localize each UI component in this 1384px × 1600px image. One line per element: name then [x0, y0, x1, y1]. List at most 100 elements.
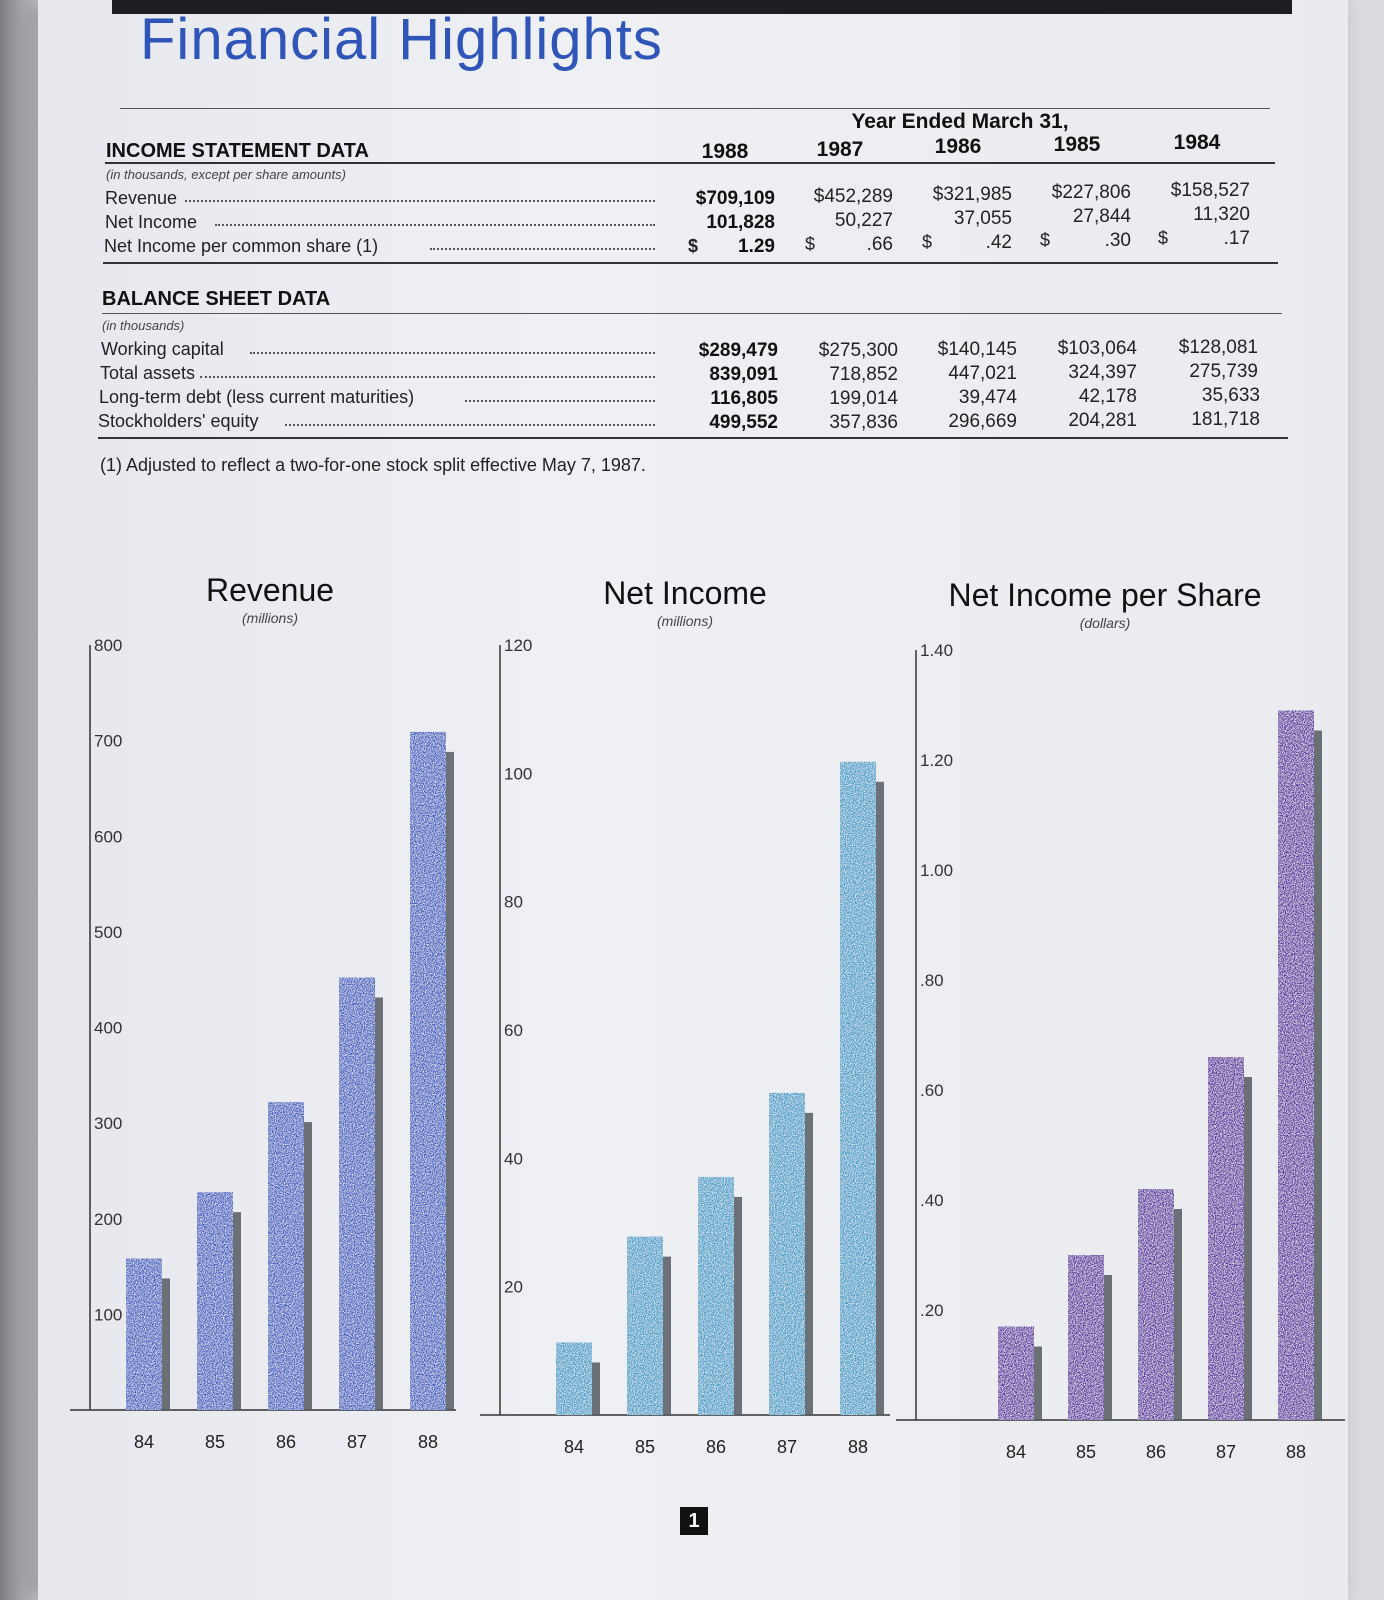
chart-unit-revenue: (millions) [242, 610, 298, 626]
balance-note: (in thousands) [102, 318, 185, 333]
working-capital-1987: $275,300 [818, 340, 898, 361]
currency-symbol: $ [1158, 228, 1169, 248]
currency-symbol: $ [688, 236, 699, 256]
per-share-y-tick-label: .40 [920, 1191, 944, 1210]
year-header-1984: 1984 [1173, 131, 1221, 154]
per-share-bar [1208, 1057, 1244, 1420]
stockholders-equity-1986: 296,669 [948, 411, 1017, 432]
leader-dots [185, 199, 655, 202]
long-term-debt-1987: 199,014 [829, 388, 898, 409]
total-assets-1988: 839,091 [709, 364, 778, 385]
revenue-1985: $227,806 [1051, 182, 1131, 203]
revenue-1987: $452,289 [813, 186, 893, 207]
revenue-y-tick-label: 100 [94, 1305, 122, 1324]
per-share-x-tick-label: 86 [1146, 1442, 1166, 1462]
net-income-bar [840, 761, 876, 1415]
stockholders-equity-1987: 357,836 [829, 412, 898, 433]
leader-dots [285, 423, 655, 426]
currency-symbol: $ [922, 232, 933, 252]
year-header-1987: 1987 [816, 138, 864, 161]
year-header-1988: 1988 [701, 140, 749, 163]
leader-dots [430, 247, 655, 250]
working-capital-1984: $128,081 [1178, 337, 1258, 358]
long-term-debt-1988: 116,805 [710, 388, 778, 409]
net-income-bar [627, 1236, 663, 1415]
per-share-x-tick-label: 85 [1076, 1442, 1096, 1462]
eps-1986: .42 [985, 232, 1012, 253]
revenue-bar [268, 1102, 304, 1410]
per-share-x-tick-label: 87 [1216, 1442, 1236, 1462]
per-share-bar [1278, 710, 1314, 1420]
row-label-stockholders-equity: Stockholders' equity [98, 411, 259, 431]
net-income-1984: 11,320 [1193, 204, 1250, 225]
revenue-1988: $709,109 [695, 188, 775, 209]
per-share-y-tick-label: .80 [920, 971, 944, 990]
stockholders-equity-1988: 499,552 [709, 412, 778, 433]
eps-1988: 1.29 [738, 236, 775, 257]
net-income-per-share-chart: .20 .40 .60 .80 1.00 1.20 1.40 84 85 86 87 88 [896, 641, 1345, 1462]
net-income-x-tick-label: 87 [777, 1437, 797, 1457]
revenue-x-tick-label: 84 [134, 1432, 154, 1452]
working-capital-1985: $103,064 [1057, 338, 1137, 359]
revenue-y-tick-label: 200 [94, 1210, 122, 1229]
income-heading: INCOME STATEMENT DATA [106, 140, 369, 162]
revenue-y-tick-label: 400 [94, 1019, 122, 1038]
revenue-x-tick-label: 86 [276, 1432, 296, 1452]
total-assets-1986: 447,021 [948, 363, 1017, 384]
chart-unit-net-income-per-share: (dollars) [1079, 615, 1131, 631]
net-income-y-tick-label: 120 [504, 636, 532, 655]
revenue-chart: 100 200 300 400 500 600 700 800 84 85 86 87 88 [70, 636, 456, 1452]
net-income-y-tick-label: 100 [504, 764, 532, 783]
income-bottom-rule [103, 262, 1278, 264]
per-share-y-tick-label: 1.40 [920, 641, 953, 660]
net-income-chart: 20 40 60 80 100 120 84 85 86 87 88 [480, 636, 890, 1457]
per-share-y-tick-label: .20 [920, 1301, 944, 1320]
revenue-bar [339, 977, 375, 1410]
revenue-y-tick-label: 300 [94, 1114, 122, 1133]
currency-symbol: $ [1040, 230, 1051, 250]
chart-title-revenue: Revenue [205, 572, 335, 608]
row-label-net-income: Net Income [105, 212, 198, 232]
revenue-y-tick-label: 500 [94, 923, 122, 942]
net-income-bar [769, 1092, 805, 1415]
eps-1984: .17 [1223, 228, 1250, 249]
report-page [38, 0, 1348, 1600]
revenue-1986: $321,985 [932, 184, 1012, 205]
footnote: (1) Adjusted to reflect a two-for-one st… [100, 455, 646, 475]
leader-dots [215, 223, 655, 226]
table-top-rule [120, 108, 1270, 109]
net-income-1985: 27,844 [1072, 206, 1131, 227]
revenue-bar [410, 731, 446, 1410]
row-label-working-capital: Working capital [101, 339, 224, 359]
per-share-y-tick-label: 1.00 [920, 861, 953, 880]
net-income-1986: 37,055 [953, 208, 1012, 229]
currency-symbol: $ [805, 234, 816, 254]
revenue-1984: $158,527 [1170, 180, 1250, 201]
net-income-y-tick-label: 40 [504, 1149, 523, 1168]
net-income-bar [556, 1342, 592, 1415]
year-caption: Year Ended March 31, [851, 110, 1069, 133]
eps-1985: .30 [1104, 230, 1131, 251]
revenue-y-tick-label: 700 [94, 732, 122, 751]
page-number: 1 [680, 1507, 708, 1535]
chart-title-net-income-per-share: Net Income per Share [948, 577, 1262, 613]
chart-unit-net-income: (millions) [657, 613, 713, 629]
long-term-debt-1986: 39,474 [958, 387, 1017, 408]
chart-title-net-income: Net Income [603, 575, 767, 611]
income-note: (in thousands, except per share amounts) [106, 167, 346, 182]
net-income-x-tick-label: 85 [635, 1437, 655, 1457]
balance-rule [102, 313, 1282, 314]
revenue-bar [126, 1258, 162, 1410]
revenue-y-tick-label: 600 [94, 827, 122, 846]
leader-dots [250, 351, 655, 354]
balance-bottom-rule [98, 437, 1288, 439]
per-share-x-tick-label: 84 [1006, 1442, 1026, 1462]
total-assets-1985: 324,397 [1068, 362, 1137, 383]
net-income-x-tick-label: 86 [706, 1437, 726, 1457]
header-rule [105, 162, 1275, 164]
revenue-bar [197, 1192, 233, 1410]
row-label-long-term-debt: Long-term debt (less current maturities) [99, 387, 415, 407]
net-income-x-tick-label: 84 [564, 1437, 584, 1457]
stockholders-equity-1984: 181,718 [1191, 409, 1260, 430]
top-bar [112, 0, 1292, 14]
